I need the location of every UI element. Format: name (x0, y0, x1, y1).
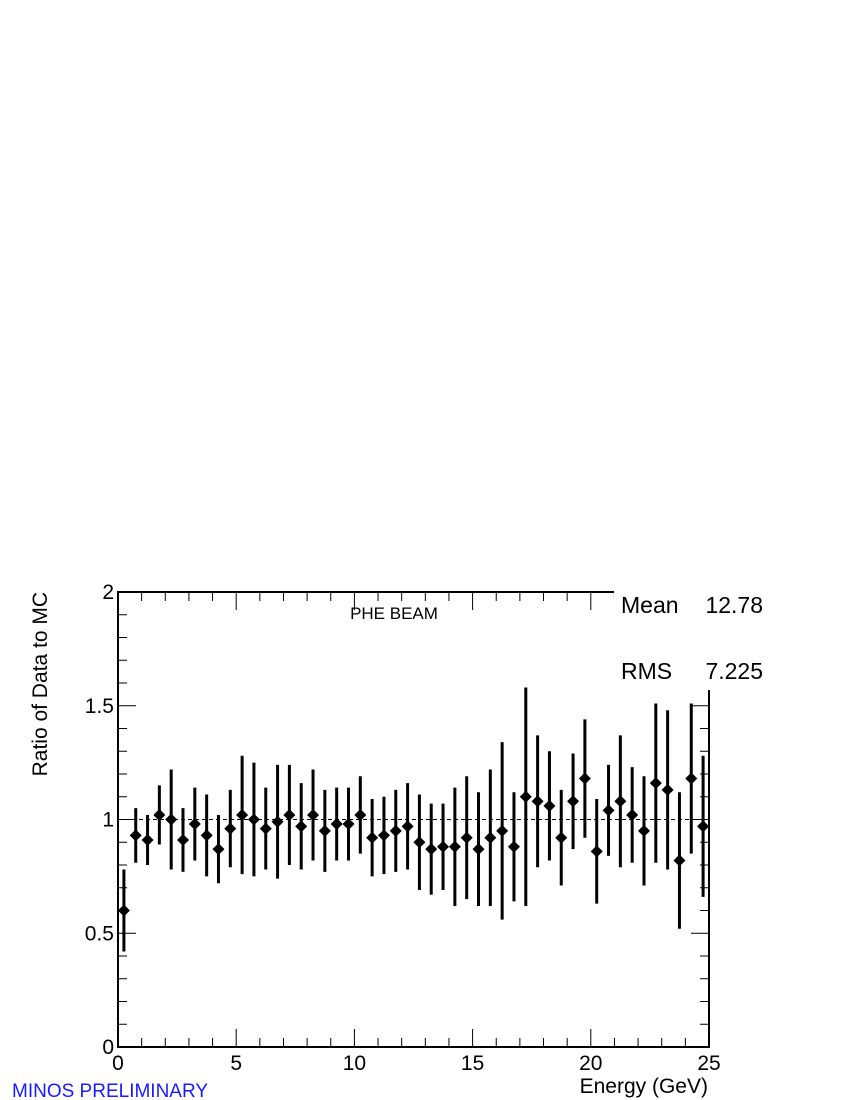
data-point (437, 840, 450, 853)
y-tick-label: 0.5 (85, 922, 114, 945)
data-point (602, 804, 615, 817)
data-point (507, 840, 520, 853)
data-point (460, 831, 473, 844)
stats-mean-label: Mean (621, 592, 679, 618)
data-point (212, 843, 225, 856)
data-point (165, 813, 178, 826)
data-point (531, 795, 544, 808)
y-tick-label: 0 (102, 1036, 114, 1059)
data-point (626, 808, 639, 821)
data-point (448, 840, 461, 853)
data-points (117, 687, 710, 952)
data-point (224, 822, 237, 835)
data-point (330, 818, 343, 831)
stats-box-background (614, 586, 774, 690)
y-tick-label: 1.5 (85, 695, 114, 718)
stats-rms-label: RMS (621, 658, 672, 684)
data-point (295, 820, 308, 833)
data-point (354, 808, 367, 821)
data-point (247, 813, 260, 826)
data-point (661, 783, 674, 796)
data-point (259, 822, 272, 835)
data-point (342, 818, 355, 831)
data-point (673, 854, 686, 867)
data-point (649, 777, 662, 790)
data-point (401, 820, 414, 833)
data-point (117, 904, 130, 917)
data-point (283, 808, 296, 821)
data-point (389, 824, 402, 837)
x-tick-label: 5 (230, 1052, 242, 1075)
y-tick-label: 2 (102, 581, 114, 604)
data-point (307, 808, 320, 821)
data-point (271, 815, 284, 828)
data-point (567, 795, 580, 808)
y-tick-label: 1 (102, 809, 114, 832)
data-point (177, 833, 190, 846)
data-point (519, 790, 532, 803)
data-point (484, 831, 497, 844)
data-point (496, 824, 509, 837)
data-point (200, 829, 213, 842)
data-point (425, 843, 438, 856)
x-tick-label: 0 (112, 1052, 124, 1075)
data-point (318, 824, 331, 837)
data-point (614, 795, 627, 808)
data-point (366, 831, 379, 844)
preliminary-label: MINOS PRELIMINARY (12, 1081, 208, 1100)
data-point (153, 808, 166, 821)
data-point (697, 820, 710, 833)
y-axis-title: Ratio of Data to MC (29, 592, 52, 776)
data-point (578, 772, 591, 785)
x-tick-label: 25 (697, 1052, 720, 1075)
x-ticks: 0 5 10 15 20 25 (112, 592, 721, 1075)
data-point (637, 824, 650, 837)
data-point (377, 829, 390, 842)
x-axis-title: Energy (GeV) (580, 1075, 708, 1098)
data-point (141, 833, 154, 846)
data-point (555, 831, 568, 844)
data-point (413, 836, 426, 849)
stats-rms-value: 7.225 (705, 658, 763, 684)
stats-mean-value: 12.78 (705, 592, 763, 618)
data-point (543, 799, 556, 812)
data-point (685, 772, 698, 785)
data-point (236, 808, 249, 821)
data-point (472, 843, 485, 856)
data-point (188, 818, 201, 831)
x-tick-label: 15 (461, 1052, 484, 1075)
x-tick-label: 10 (343, 1052, 366, 1075)
chart-title: PHE BEAM (350, 604, 438, 623)
data-point (590, 845, 603, 858)
data-point (129, 829, 142, 842)
x-tick-label: 20 (579, 1052, 602, 1075)
